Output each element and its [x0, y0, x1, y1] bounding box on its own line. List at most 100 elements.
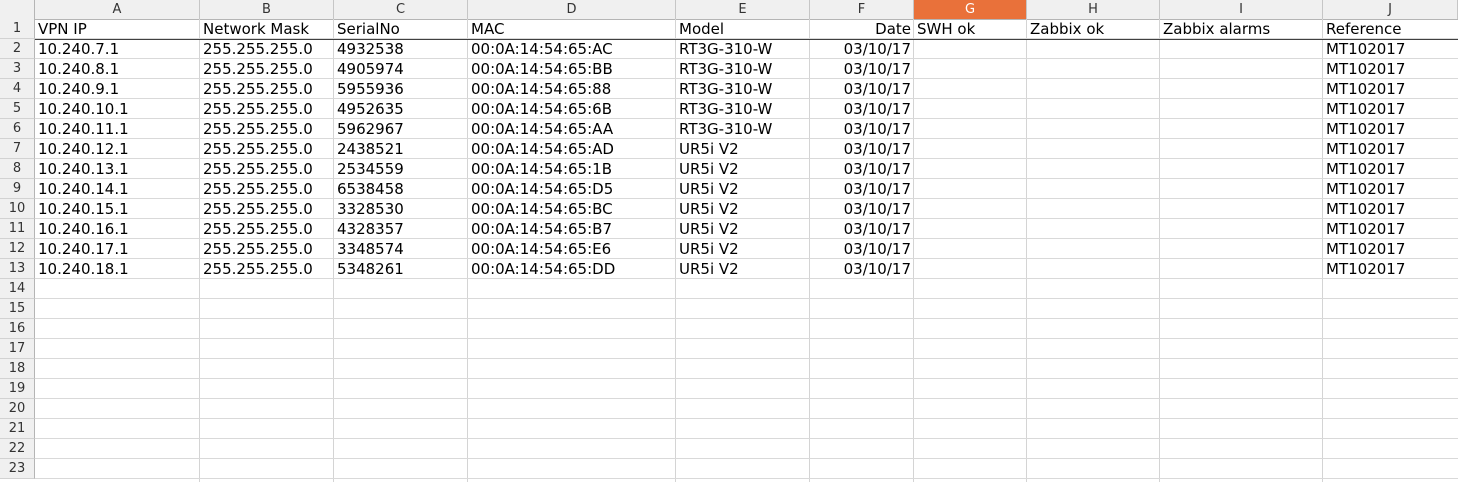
row-header-21[interactable]: 21 [0, 419, 35, 439]
data-cell[interactable]: 00:0A:14:54:65:D5 [471, 180, 614, 198]
data-cell[interactable] [1027, 99, 1159, 119]
header-cell[interactable]: SWH ok [917, 20, 976, 38]
data-cell[interactable] [914, 39, 1026, 59]
select-all-corner[interactable] [0, 0, 35, 19]
data-cell[interactable]: 00:0A:14:54:65:B7 [471, 220, 612, 238]
data-cell[interactable] [914, 199, 1026, 219]
data-cell[interactable] [914, 219, 1026, 239]
column-header-e[interactable]: E [676, 0, 810, 19]
data-cell[interactable]: MT102017 [1326, 60, 1406, 78]
data-cell[interactable]: 10.240.15.1 [38, 200, 129, 218]
data-cell[interactable]: 2438521 [337, 140, 404, 158]
data-cell[interactable]: 00:0A:14:54:65:DD [471, 260, 616, 278]
data-cell[interactable]: 255.255.255.0 [203, 200, 313, 218]
data-cell[interactable]: MT102017 [1326, 240, 1406, 258]
data-cell[interactable]: 10.240.17.1 [38, 240, 129, 258]
data-cell[interactable]: 03/10/17 [843, 120, 911, 138]
row-header-2[interactable]: 2 [0, 39, 35, 59]
data-cell[interactable]: MT102017 [1326, 160, 1406, 178]
column-header-d[interactable]: D [468, 0, 676, 19]
data-cell[interactable]: 6538458 [337, 180, 404, 198]
data-cell[interactable]: 00:0A:14:54:65:BC [471, 200, 613, 218]
data-cell[interactable]: MT102017 [1326, 180, 1406, 198]
data-cell[interactable]: 255.255.255.0 [203, 120, 313, 138]
row-header-3[interactable]: 3 [0, 59, 35, 79]
data-cell[interactable]: MT102017 [1326, 260, 1406, 278]
data-cell[interactable] [914, 239, 1026, 259]
header-cell[interactable]: Date [875, 20, 911, 38]
data-cell[interactable]: UR5i V2 [679, 240, 739, 258]
data-cell[interactable]: 00:0A:14:54:65:AD [471, 140, 614, 158]
row-header-5[interactable]: 5 [0, 99, 35, 119]
header-cell[interactable]: MAC [471, 20, 505, 38]
data-cell[interactable]: 10.240.18.1 [38, 260, 129, 278]
data-cell[interactable]: UR5i V2 [679, 260, 739, 278]
data-cell[interactable]: UR5i V2 [679, 180, 739, 198]
row-header-7[interactable]: 7 [0, 139, 35, 159]
data-cell[interactable]: 10.240.13.1 [38, 160, 129, 178]
data-cell[interactable] [1160, 39, 1322, 59]
data-cell[interactable]: 00:0A:14:54:65:88 [471, 80, 612, 98]
data-cell[interactable]: UR5i V2 [679, 160, 739, 178]
data-cell[interactable] [1160, 179, 1322, 199]
row-header-20[interactable]: 20 [0, 399, 35, 419]
column-header-j[interactable]: J [1323, 0, 1458, 19]
row-header-14[interactable]: 14 [0, 279, 35, 299]
data-cell[interactable]: 03/10/17 [843, 140, 911, 158]
data-cell[interactable]: MT102017 [1326, 140, 1406, 158]
data-cell[interactable]: 4952635 [337, 100, 404, 118]
data-cell[interactable]: 255.255.255.0 [203, 100, 313, 118]
data-cell[interactable]: 03/10/17 [843, 60, 911, 78]
data-cell[interactable]: 03/10/17 [843, 80, 911, 98]
data-cell[interactable]: MT102017 [1326, 100, 1406, 118]
data-cell[interactable]: MT102017 [1326, 80, 1406, 98]
data-cell[interactable]: 255.255.255.0 [203, 260, 313, 278]
data-cell[interactable] [1027, 239, 1159, 259]
row-header-17[interactable]: 17 [0, 339, 35, 359]
column-header-a[interactable]: A [35, 0, 200, 19]
data-cell[interactable] [1160, 159, 1322, 179]
data-cell[interactable]: 03/10/17 [843, 100, 911, 118]
data-cell[interactable]: RT3G-310-W [679, 100, 773, 118]
data-cell[interactable] [1160, 119, 1322, 139]
row-header-4[interactable]: 4 [0, 79, 35, 99]
data-cell[interactable]: 10.240.9.1 [38, 80, 120, 98]
data-cell[interactable]: 3348574 [337, 240, 404, 258]
column-header-b[interactable]: B [200, 0, 334, 19]
column-header-h[interactable]: H [1027, 0, 1160, 19]
data-cell[interactable]: 5348261 [337, 260, 404, 278]
data-cell[interactable]: MT102017 [1326, 120, 1406, 138]
data-cell[interactable] [1160, 259, 1322, 279]
data-cell[interactable]: MT102017 [1326, 220, 1406, 238]
column-header-g[interactable]: G [914, 0, 1027, 19]
data-cell[interactable]: 03/10/17 [843, 220, 911, 238]
data-cell[interactable]: UR5i V2 [679, 220, 739, 238]
data-cell[interactable]: 10.240.16.1 [38, 220, 129, 238]
data-cell[interactable] [914, 179, 1026, 199]
data-cell[interactable]: 03/10/17 [843, 240, 911, 258]
data-cell[interactable]: 10.240.8.1 [38, 60, 120, 78]
data-cell[interactable] [1027, 179, 1159, 199]
data-cell[interactable] [914, 119, 1026, 139]
data-cell[interactable]: 5955936 [337, 80, 404, 98]
data-cell[interactable]: 03/10/17 [843, 260, 911, 278]
data-cell[interactable] [914, 259, 1026, 279]
data-cell[interactable] [1160, 219, 1322, 239]
header-cell[interactable]: VPN IP [38, 20, 87, 38]
header-cell[interactable]: Model [679, 20, 725, 38]
row-header-6[interactable]: 6 [0, 119, 35, 139]
data-cell[interactable] [1027, 79, 1159, 99]
data-cell[interactable] [1027, 259, 1159, 279]
row-header-11[interactable]: 11 [0, 219, 35, 239]
data-cell[interactable]: 5962967 [337, 120, 404, 138]
data-cell[interactable] [1027, 159, 1159, 179]
row-header-16[interactable]: 16 [0, 319, 35, 339]
data-cell[interactable]: 255.255.255.0 [203, 40, 313, 58]
data-cell[interactable]: 00:0A:14:54:65:6B [471, 100, 612, 118]
data-cell[interactable] [914, 79, 1026, 99]
data-cell[interactable]: 00:0A:14:54:65:BB [471, 60, 613, 78]
header-cell[interactable]: Reference [1326, 20, 1402, 38]
header-cell[interactable]: Zabbix alarms [1163, 20, 1271, 38]
data-cell[interactable] [1160, 239, 1322, 259]
